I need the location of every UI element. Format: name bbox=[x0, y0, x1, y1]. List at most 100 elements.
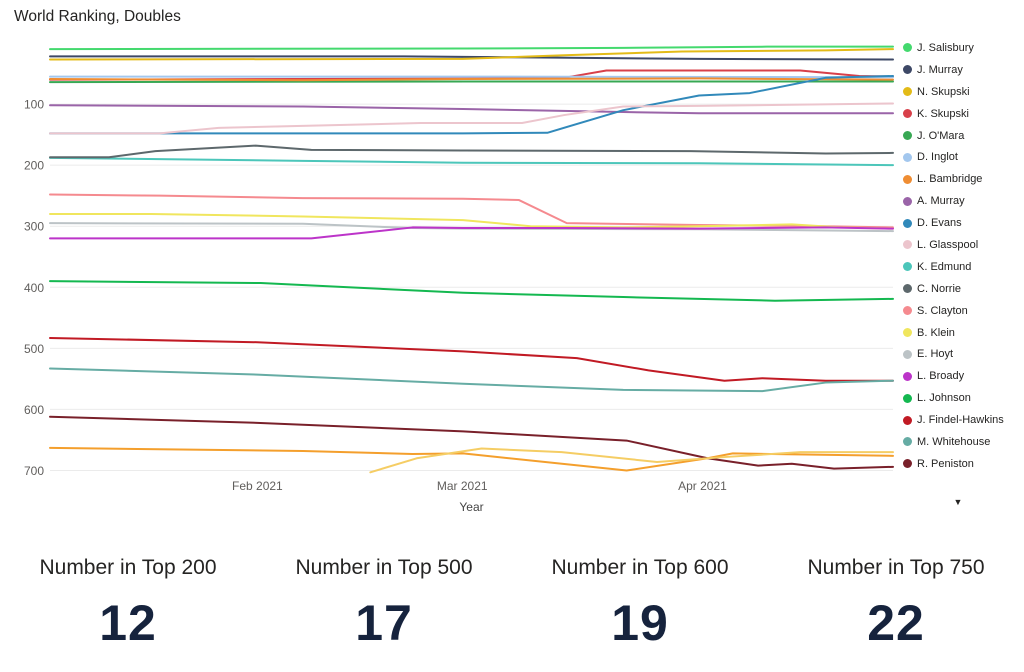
legend-swatch-icon bbox=[903, 349, 912, 359]
legend-item-c-norrie[interactable]: C. Norrie bbox=[903, 278, 1021, 300]
kpi-card-top-750: Number in Top 750 22 bbox=[768, 545, 1024, 672]
legend-item-a-murray[interactable]: A. Murray bbox=[903, 190, 1021, 212]
legend-swatch-icon bbox=[903, 371, 912, 381]
series-line-j-salisbury[interactable] bbox=[49, 45, 894, 51]
kpi-label: Number in Top 750 bbox=[807, 556, 985, 579]
kpi-card-top-600: Number in Top 600 19 bbox=[512, 545, 768, 672]
legend-swatch-icon bbox=[903, 306, 912, 316]
legend-swatch-icon bbox=[903, 437, 912, 447]
series-line-a-murray[interactable] bbox=[49, 104, 894, 115]
legend-item-d-evans[interactable]: D. Evans bbox=[903, 212, 1021, 234]
legend-swatch-icon bbox=[903, 415, 912, 425]
y-axis-tick-label: 400 bbox=[24, 281, 44, 295]
legend-label: N. Skupski bbox=[917, 85, 970, 98]
legend-swatch-icon bbox=[903, 65, 912, 75]
series-line-l-glasspool[interactable] bbox=[49, 102, 894, 135]
legend-item-d-inglot[interactable]: D. Inglot bbox=[903, 146, 1021, 168]
y-axis-tick-label: 300 bbox=[24, 220, 44, 234]
chart-title: World Ranking, Doubles bbox=[14, 8, 181, 25]
legend-label: L. Glasspool bbox=[917, 238, 979, 251]
kpi-label: Number in Top 600 bbox=[551, 556, 729, 579]
legend-label: S. Clayton bbox=[917, 304, 968, 317]
series-line-c-norrie[interactable] bbox=[49, 144, 894, 159]
series-line-n-skupski[interactable] bbox=[49, 48, 894, 61]
series-line-series-below-visible-legend[interactable] bbox=[49, 446, 894, 472]
legend-label: C. Norrie bbox=[917, 282, 962, 295]
legend-swatch-icon bbox=[903, 284, 912, 294]
legend-label: L. Bambridge bbox=[917, 173, 983, 186]
legend-item-m-whitehouse[interactable]: M. Whitehouse bbox=[903, 431, 1021, 453]
legend-swatch-icon bbox=[903, 196, 912, 206]
legend-label: A. Murray bbox=[917, 195, 965, 208]
y-axis-tick-label: 100 bbox=[24, 98, 44, 112]
legend-label: K. Edmund bbox=[917, 260, 972, 273]
line-chart[interactable]: 100 200 300 400 500 600 700 Feb 2021 Mar 2021 Apr… bbox=[0, 0, 1024, 545]
series-line-d-evans[interactable] bbox=[49, 74, 894, 135]
legend-swatch-icon bbox=[903, 152, 912, 162]
legend-item-n-skupski[interactable]: N. Skupski bbox=[903, 81, 1021, 103]
kpi-row: Number in Top 200 12 Number in Top 500 1… bbox=[0, 545, 1024, 672]
series-line-series-below-visible-legend-2[interactable] bbox=[369, 447, 894, 474]
kpi-label: Number in Top 500 bbox=[295, 556, 473, 579]
legend-label: K. Skupski bbox=[917, 107, 969, 120]
y-axis-tick-label: 600 bbox=[24, 403, 44, 417]
series-line-j-findel-hawkins[interactable] bbox=[49, 336, 894, 382]
series-line-m-whitehouse[interactable] bbox=[49, 367, 894, 393]
legend-item-l-glasspool[interactable]: L. Glasspool bbox=[903, 234, 1021, 256]
legend-swatch-icon bbox=[903, 43, 912, 53]
series-line-l-broady[interactable] bbox=[49, 226, 894, 240]
y-axis-tick-label: 700 bbox=[24, 464, 44, 478]
legend-item-s-clayton[interactable]: S. Clayton bbox=[903, 300, 1021, 322]
series-line-b-klein[interactable] bbox=[49, 213, 894, 230]
legend-label: L. Johnson bbox=[917, 392, 971, 405]
legend-item-l-johnson[interactable]: L. Johnson bbox=[903, 387, 1021, 409]
legend-swatch-icon bbox=[903, 393, 912, 403]
legend-item-b-klein[interactable]: B. Klein bbox=[903, 322, 1021, 344]
legend-item-k-edmund[interactable]: K. Edmund bbox=[903, 256, 1021, 278]
series-line-d-inglot[interactable] bbox=[49, 75, 894, 79]
legend-swatch-icon bbox=[903, 240, 912, 250]
legend-swatch-icon bbox=[903, 109, 912, 119]
legend-item-j-salisbury[interactable]: J. Salisbury bbox=[903, 37, 1021, 59]
legend-item-e-hoyt[interactable]: E. Hoyt bbox=[903, 343, 1021, 365]
series-line-l-johnson[interactable] bbox=[49, 280, 894, 302]
series-line-r-peniston[interactable] bbox=[49, 415, 894, 470]
legend-label: D. Evans bbox=[917, 217, 962, 230]
legend-scroll-down-icon[interactable]: ▼ bbox=[953, 497, 963, 507]
legend-item-j-murray[interactable]: J. Murray bbox=[903, 59, 1021, 81]
legend-label: J. O'Mara bbox=[917, 129, 965, 142]
legend-item-l-broady[interactable]: L. Broady bbox=[903, 365, 1021, 387]
legend-label: J. Murray bbox=[917, 63, 963, 76]
series-line-s-clayton[interactable] bbox=[49, 193, 894, 229]
kpi-card-top-500: Number in Top 500 17 bbox=[256, 545, 512, 672]
legend-item-r-peniston[interactable]: R. Peniston bbox=[903, 453, 1021, 475]
kpi-value: 22 bbox=[867, 595, 925, 651]
legend-item-l-bambridge[interactable]: L. Bambridge bbox=[903, 168, 1021, 190]
x-axis-tick-label: Feb 2021 bbox=[232, 479, 283, 493]
legend-swatch-icon bbox=[903, 262, 912, 272]
legend-label: J. Salisbury bbox=[917, 41, 974, 54]
legend-swatch-icon bbox=[903, 459, 912, 469]
legend-swatch-icon bbox=[903, 328, 912, 338]
legend-label: B. Klein bbox=[917, 326, 955, 339]
legend-swatch-icon bbox=[903, 174, 912, 184]
legend-label: E. Hoyt bbox=[917, 348, 954, 361]
legend-item-k-skupski[interactable]: K. Skupski bbox=[903, 103, 1021, 125]
series-line-k-edmund[interactable] bbox=[49, 156, 894, 167]
legend-swatch-icon bbox=[903, 131, 912, 140]
y-axis-tick-label: 200 bbox=[24, 159, 44, 173]
series-line-l-bambridge[interactable] bbox=[49, 77, 894, 82]
legend-item-j-o-mara[interactable]: J. O'Mara bbox=[903, 125, 1021, 147]
series-line-j-murray[interactable] bbox=[49, 55, 894, 61]
kpi-card-top-200: Number in Top 200 12 bbox=[0, 545, 256, 672]
legend-swatch-icon bbox=[903, 87, 912, 97]
kpi-label: Number in Top 200 bbox=[39, 556, 217, 579]
legend-label: J. Findel-Hawkins bbox=[917, 414, 1004, 427]
y-axis-tick-label: 500 bbox=[24, 342, 44, 356]
legend-label: L. Broady bbox=[917, 370, 965, 383]
kpi-value: 17 bbox=[355, 595, 413, 651]
series-line-j-o-mara[interactable] bbox=[49, 80, 894, 84]
legend-item-j-findel-hawkins[interactable]: J. Findel-Hawkins bbox=[903, 409, 1021, 431]
legend-label: R. Peniston bbox=[917, 457, 974, 470]
